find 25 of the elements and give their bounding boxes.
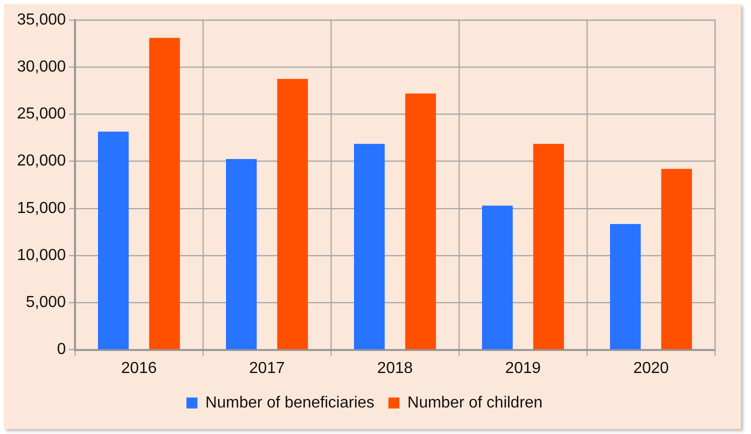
- bar: [277, 78, 308, 350]
- bar: [482, 206, 513, 350]
- bar: [354, 144, 385, 350]
- y-tick-label: 25,000: [17, 106, 66, 123]
- y-tick-label: 10,000: [17, 246, 66, 264]
- x-tick-label: 2017: [249, 360, 285, 377]
- bar: [661, 168, 692, 350]
- y-tick-label: 5,000: [26, 294, 66, 312]
- legend-label: Number of children: [407, 394, 543, 412]
- y-tick-label: 20,000: [17, 152, 66, 170]
- y-tick-label: 15,000: [17, 200, 66, 217]
- bar: [405, 94, 436, 350]
- x-tick-label: 2019: [505, 360, 541, 377]
- bar: [533, 144, 564, 350]
- bar: [98, 132, 129, 350]
- x-tick-label: 2018: [377, 360, 413, 377]
- y-tick-label: 35,000: [17, 11, 66, 28]
- bar: [610, 224, 641, 350]
- bar: [226, 158, 257, 350]
- x-tick-label: 2020: [633, 360, 669, 377]
- x-tick-label: 2016: [121, 360, 157, 377]
- y-tick-label: 30,000: [17, 58, 66, 76]
- bar: [149, 38, 180, 350]
- y-tick-label: 0: [57, 341, 66, 358]
- legend-label: Number of beneficiaries: [205, 394, 374, 412]
